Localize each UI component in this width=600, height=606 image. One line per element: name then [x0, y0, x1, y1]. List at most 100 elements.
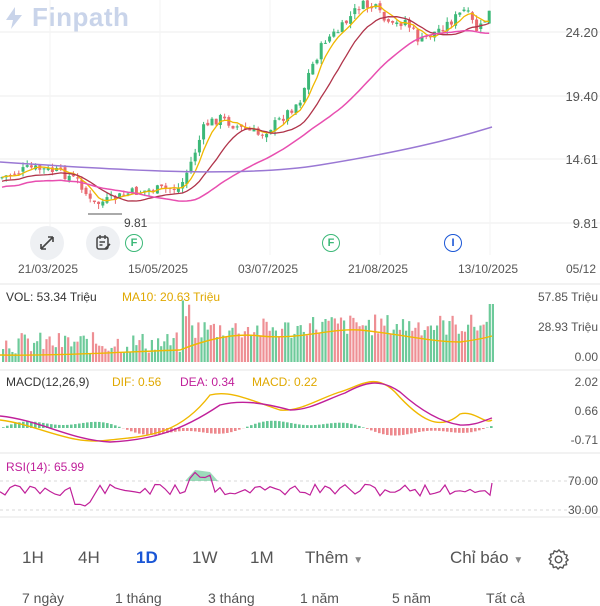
volume-bar: [169, 345, 171, 362]
volume-bar: [142, 334, 144, 362]
volume-bar: [455, 325, 457, 362]
range-1year[interactable]: 1 năm: [300, 590, 339, 606]
timeframe-1w[interactable]: 1W: [192, 548, 218, 568]
candle-body: [261, 135, 264, 136]
macd-histogram-bar: [202, 428, 205, 432]
range-7d[interactable]: 7 ngày: [22, 590, 64, 606]
macd-dea-line: [0, 383, 492, 442]
macd-label: MACD(12,26,9): [6, 375, 89, 389]
indicator-dropdown[interactable]: Chỉ báo ▼: [450, 548, 523, 568]
volume-bar: [328, 321, 330, 362]
macd-histogram-bar: [274, 421, 277, 428]
rsi-axis-label: 30.00: [568, 503, 598, 517]
volume-bar: [427, 326, 429, 362]
volume-bar: [383, 326, 385, 362]
ma-line-medium: [2, 17, 489, 201]
volume-bar: [275, 331, 277, 362]
macd-histogram-bar: [318, 425, 321, 428]
candle-body: [22, 167, 25, 172]
macd-histogram-bar: [234, 428, 237, 431]
volume-bar: [36, 341, 38, 362]
macd-histogram-bar: [422, 428, 425, 431]
volume-bar: [67, 337, 69, 362]
macd-histogram-bar: [54, 425, 57, 428]
fullscreen-button[interactable]: [30, 226, 64, 260]
settings-gear-icon[interactable]: [548, 548, 570, 570]
timeframe-1h[interactable]: 1H: [22, 548, 44, 568]
volume-bar: [160, 346, 162, 362]
candle-body: [43, 168, 46, 169]
macd-histogram-bar: [474, 428, 477, 431]
macd-histogram-bar: [134, 428, 137, 433]
macd-histogram-bar: [326, 424, 329, 428]
volume-bar: [359, 326, 361, 362]
volume-bar: [216, 337, 218, 362]
macd-histogram-bar: [110, 424, 113, 428]
volume-bar: [200, 337, 202, 362]
volume-bar: [377, 333, 379, 362]
volume-bar: [250, 335, 252, 362]
volume-bar: [408, 321, 410, 362]
candle-body: [101, 202, 104, 206]
more-dropdown[interactable]: Thêm ▼: [305, 548, 363, 568]
macd-axis-label: -0.71: [571, 433, 598, 447]
candle-body: [412, 28, 415, 29]
macd-histogram-bar: [218, 428, 221, 434]
volume-bar: [340, 318, 342, 362]
volume-bar: [489, 304, 491, 362]
volume-bar: [461, 331, 463, 362]
macd-histogram-bar: [382, 428, 385, 434]
macd-histogram-bar: [186, 428, 189, 431]
macd-histogram-bar: [290, 423, 293, 428]
volume-bar: [262, 319, 264, 362]
candle-body: [190, 162, 193, 171]
volume-bar: [374, 315, 376, 362]
timeframe-1d[interactable]: 1D: [136, 548, 158, 568]
timeframe-4h[interactable]: 4H: [78, 548, 100, 568]
volume-bar: [486, 322, 488, 362]
candle-body: [311, 64, 314, 75]
event-marker-f[interactable]: F: [322, 234, 340, 252]
macd-histogram-bar: [90, 422, 93, 428]
macd-histogram-bar: [434, 428, 437, 431]
candle-body: [437, 29, 440, 33]
range-1month[interactable]: 1 tháng: [115, 590, 162, 606]
event-marker-i[interactable]: I: [444, 234, 462, 252]
volume-bar: [5, 341, 7, 362]
range-all[interactable]: Tất cả: [486, 590, 525, 606]
timeframe-1m[interactable]: 1M: [250, 548, 274, 568]
candle-body: [89, 194, 92, 199]
macd-histogram-bar: [346, 423, 349, 428]
macd-histogram-bar: [190, 428, 193, 431]
candle-body: [362, 1, 365, 9]
candle-body: [26, 165, 29, 167]
date-label: 13/10/2025: [458, 262, 518, 276]
range-3month[interactable]: 3 tháng: [208, 590, 255, 606]
candle-body: [206, 123, 209, 125]
volume-bar: [318, 333, 320, 362]
macd-histogram-bar: [146, 428, 149, 435]
macd-histogram-bar: [366, 428, 369, 429]
event-marker-f[interactable]: F: [125, 234, 143, 252]
range-5year[interactable]: 5 năm: [392, 590, 431, 606]
macd-histogram-bar: [462, 428, 465, 433]
volume-bar: [176, 332, 178, 362]
macd-histogram-bar: [6, 426, 9, 428]
macd-histogram-bar: [342, 423, 345, 428]
candle-body: [442, 30, 445, 31]
notes-button[interactable]: [86, 226, 120, 260]
volume-bar: [470, 315, 472, 362]
volume-bar: [244, 331, 246, 362]
volume-bar: [185, 316, 187, 362]
macd-histogram-bar: [466, 428, 469, 433]
macd-histogram-bar: [26, 421, 29, 428]
volume-bar: [290, 338, 292, 362]
volume-bar: [300, 325, 302, 362]
volume-bar: [247, 327, 249, 362]
macd-dea-label: DEA: 0.34: [180, 375, 235, 389]
macd-histogram-bar: [266, 421, 269, 428]
volume-bar: [163, 341, 165, 362]
volume-bar: [219, 325, 221, 362]
volume-bar: [424, 330, 426, 362]
candle-body: [349, 16, 352, 24]
